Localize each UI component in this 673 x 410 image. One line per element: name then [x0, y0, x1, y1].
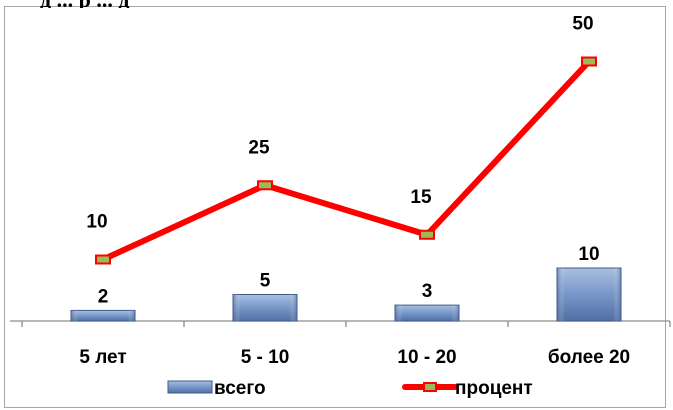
bar-shading	[395, 305, 459, 321]
legend-label: всего	[214, 378, 266, 399]
legend-item-процент: процент	[402, 378, 533, 399]
bar-data-label: 5	[260, 271, 271, 292]
bar-shading	[233, 294, 297, 321]
line-marker	[419, 229, 435, 240]
chart-frame	[4, 6, 666, 408]
line-marker	[581, 56, 597, 67]
chart-title: д ... р ... д	[40, 0, 640, 8]
x-tick-label: 10 - 20	[397, 347, 456, 368]
legend-label: процент	[455, 378, 533, 399]
legend-swatch-marker	[423, 382, 437, 392]
bar	[394, 304, 460, 322]
series-line-процент	[100, 58, 592, 263]
line-data-label: 50	[572, 14, 593, 35]
line-data-label: 10	[86, 212, 107, 233]
line-marker	[257, 180, 273, 191]
bar	[232, 294, 298, 322]
x-tick-label: 5 - 10	[241, 347, 290, 368]
line-data-label: 15	[410, 187, 432, 208]
bar	[70, 309, 136, 322]
legend: всего процент	[167, 378, 533, 399]
legend-swatch-bar	[167, 380, 213, 394]
legend-item-всего: всего	[167, 378, 266, 399]
bar-shading	[71, 310, 135, 321]
bar-data-label: 2	[98, 286, 109, 307]
line-layer	[95, 56, 597, 265]
bar-data-label: 3	[422, 281, 433, 302]
bar-shading	[557, 268, 621, 321]
label-layer: 2 5 лет 5 5 - 10 3 10 - 20 10 более 20 10 25 15 50	[79, 14, 630, 369]
line-marker	[95, 254, 111, 265]
bar	[556, 267, 622, 322]
bar-data-label: 10	[578, 244, 599, 265]
axis-layer	[10, 320, 671, 327]
x-tick-label: более 20	[548, 347, 630, 368]
x-tick-label: 5 лет	[79, 347, 126, 368]
bar-layer	[70, 267, 622, 322]
line-data-label: 25	[248, 137, 270, 158]
